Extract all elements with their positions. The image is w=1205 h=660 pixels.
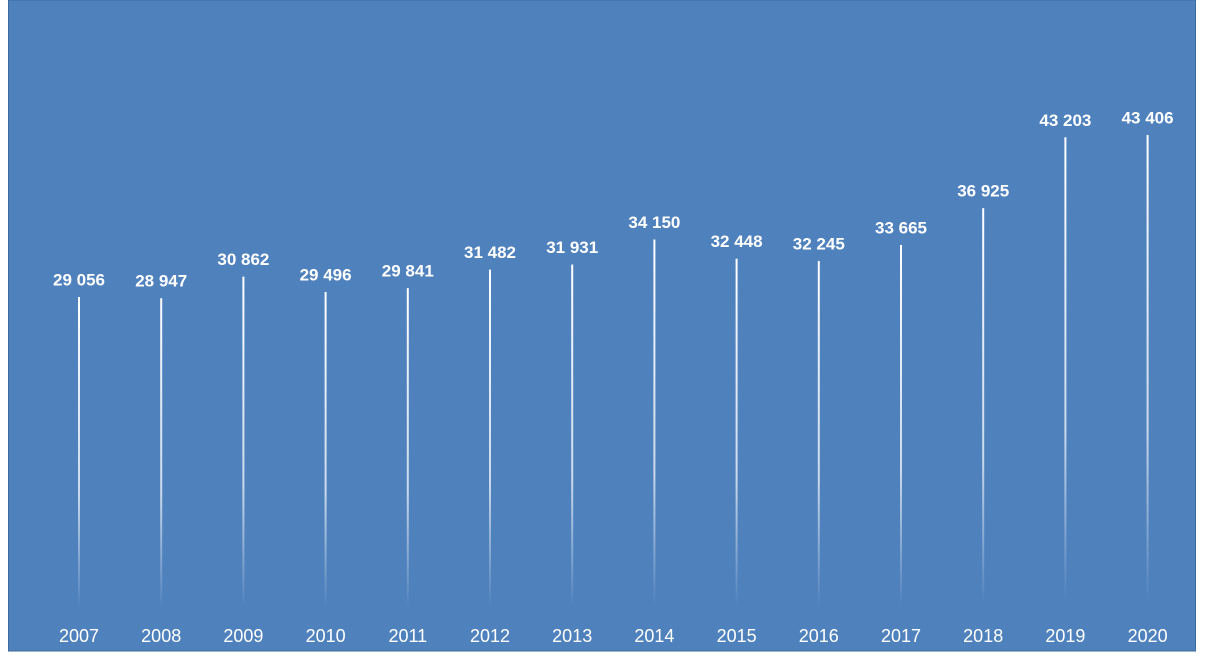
bar: [571, 264, 574, 625]
x-tick-label: 2014: [634, 626, 674, 646]
x-tick-label: 2020: [1128, 626, 1168, 646]
data-label: 43 203: [1039, 111, 1091, 130]
bar: [653, 239, 656, 626]
x-tick-label: 2011: [388, 626, 427, 646]
x-tick-label: 2009: [223, 626, 263, 646]
data-label: 28 947: [135, 272, 187, 291]
bar: [324, 292, 327, 625]
x-tick-label: 2008: [141, 626, 181, 646]
x-tick-label: 2007: [59, 626, 99, 646]
data-label: 33 665: [875, 218, 927, 237]
data-label: 30 862: [217, 250, 269, 269]
x-tick-label: 2010: [306, 626, 346, 646]
data-label: 29 496: [300, 266, 352, 285]
bar: [1146, 135, 1149, 625]
bar: [982, 208, 985, 625]
x-tick-label: 2013: [552, 626, 592, 646]
data-label: 43 406: [1122, 108, 1174, 127]
data-label: 31 931: [546, 238, 598, 257]
bar: [735, 258, 738, 625]
data-label: 29 841: [382, 262, 434, 281]
bar: [406, 288, 409, 625]
x-tick-label: 2019: [1045, 626, 1085, 646]
data-label: 34 150: [628, 213, 680, 232]
x-tick-label: 2018: [963, 626, 1003, 646]
data-label: 31 482: [464, 243, 516, 262]
bar: [900, 244, 902, 625]
bar: [78, 296, 80, 625]
data-label: 29 056: [53, 270, 105, 289]
bar: [817, 260, 820, 625]
x-tick-label: 2012: [470, 626, 510, 646]
bar: [160, 298, 163, 625]
data-label: 32 448: [711, 232, 763, 251]
data-label: 36 925: [957, 182, 1009, 201]
bar: [242, 276, 245, 625]
x-tick-label: 2017: [881, 626, 921, 646]
bar: [1064, 137, 1067, 625]
x-tick-label: 2016: [799, 626, 839, 646]
bar: [489, 269, 491, 625]
x-tick-label: 2015: [717, 626, 757, 646]
data-label: 32 245: [793, 234, 845, 253]
plot-background: [8, 0, 1196, 652]
